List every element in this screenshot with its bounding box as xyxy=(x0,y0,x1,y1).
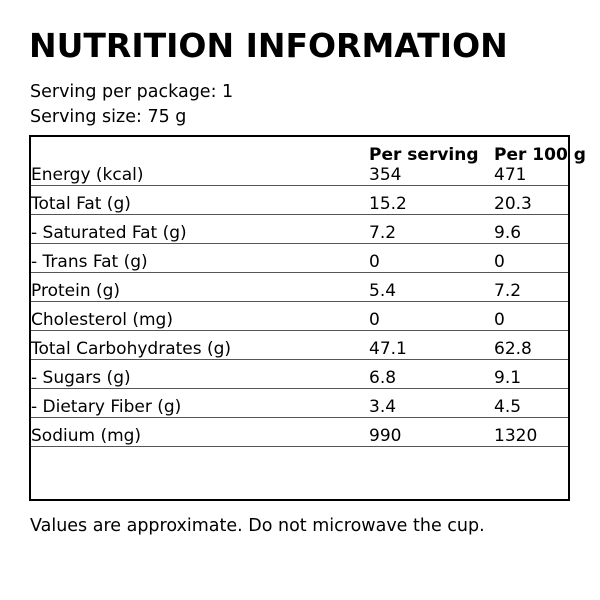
row-label: Total Carbohydrates (g) xyxy=(31,330,369,360)
table-row: Sodium (mg) 990 1320 xyxy=(31,417,568,447)
row-per-100g: 7.2 xyxy=(494,272,568,302)
row-per-serving: 7.2 xyxy=(369,214,494,244)
row-per-serving: 15.2 xyxy=(369,185,494,215)
row-per-serving: 354 xyxy=(369,165,494,186)
table-row: Total Fat (g) 15.2 20.3 xyxy=(31,185,568,215)
row-label: Energy (kcal) xyxy=(31,165,369,186)
row-per-serving: 47.1 xyxy=(369,330,494,360)
table-row: - Saturated Fat (g) 7.2 9.6 xyxy=(31,214,568,244)
row-label: Protein (g) xyxy=(31,272,369,302)
row-per-100g: 20.3 xyxy=(494,185,568,215)
row-per-100g: 9.1 xyxy=(494,359,568,389)
row-per-100g: 0 xyxy=(494,301,568,331)
row-per-serving: 0 xyxy=(369,243,494,273)
column-header-per-100g: Per 100 g xyxy=(494,145,586,165)
row-per-100g: 4.5 xyxy=(494,388,568,418)
nutrition-table-box: Per serving Per 100 g Energy (kcal) 354 … xyxy=(29,135,586,501)
page-title: NUTRITION INFORMATION xyxy=(29,26,508,65)
table-row: - Sugars (g) 6.8 9.1 xyxy=(31,359,568,389)
row-per-100g: 0 xyxy=(494,243,568,273)
row-label: - Sugars (g) xyxy=(31,359,369,389)
row-per-serving: 3.4 xyxy=(369,388,494,418)
row-per-100g: 62.8 xyxy=(494,330,568,360)
row-per-serving: 5.4 xyxy=(369,272,494,302)
row-per-serving: 990 xyxy=(369,417,494,447)
table-header-row: Per serving Per 100 g xyxy=(31,137,586,165)
serving-per-package: Serving per package: 1 xyxy=(30,82,234,102)
table-row: Protein (g) 5.4 7.2 xyxy=(31,272,568,302)
table-filler-row xyxy=(31,447,568,500)
row-per-serving: 0 xyxy=(369,301,494,331)
row-per-serving: 6.8 xyxy=(369,359,494,389)
row-label: Cholesterol (mg) xyxy=(31,301,369,331)
serving-size: Serving size: 75 g xyxy=(30,107,187,127)
footnote: Values are approximate. Do not microwave… xyxy=(30,516,485,536)
row-label: - Trans Fat (g) xyxy=(31,243,369,273)
column-header-label xyxy=(31,137,369,165)
row-label: Total Fat (g) xyxy=(31,185,369,215)
row-label: - Dietary Fiber (g) xyxy=(31,388,369,418)
table-row: - Trans Fat (g) 0 0 xyxy=(31,243,568,273)
serving-info: Serving per package: 1 Serving size: 75 … xyxy=(30,80,233,130)
row-label: Sodium (mg) xyxy=(31,417,369,447)
row-per-100g: 9.6 xyxy=(494,214,568,244)
column-header-per-serving: Per serving xyxy=(369,145,479,165)
nutrition-table: Per serving Per 100 g Energy (kcal) 354 … xyxy=(31,137,586,500)
table-row: Total Carbohydrates (g) 47.1 62.8 xyxy=(31,330,568,360)
table-row: Energy (kcal) 354 471 xyxy=(31,165,568,186)
row-label: - Saturated Fat (g) xyxy=(31,214,369,244)
row-per-100g: 471 xyxy=(494,165,568,186)
table-row: - Dietary Fiber (g) 3.4 4.5 xyxy=(31,388,568,418)
table-row: Cholesterol (mg) 0 0 xyxy=(31,301,568,331)
row-per-100g: 1320 xyxy=(494,417,568,447)
